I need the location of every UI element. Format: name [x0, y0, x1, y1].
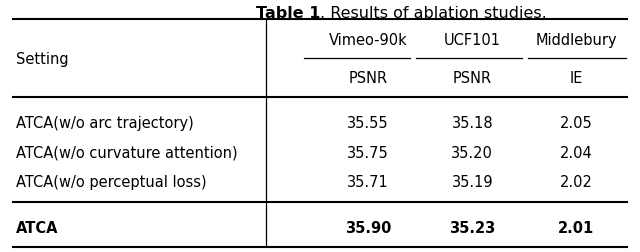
Text: ATCA(w/o arc trajectory): ATCA(w/o arc trajectory) — [16, 116, 194, 131]
Text: ATCA(w/o perceptual loss): ATCA(w/o perceptual loss) — [16, 174, 207, 190]
Text: ATCA: ATCA — [16, 220, 58, 235]
Text: Middlebury: Middlebury — [535, 33, 617, 48]
Text: IE: IE — [570, 71, 582, 86]
Text: 2.04: 2.04 — [559, 145, 593, 160]
Text: Table 1: Table 1 — [255, 6, 320, 20]
Text: 35.18: 35.18 — [451, 116, 493, 131]
Text: Vimeo-90k: Vimeo-90k — [328, 33, 408, 48]
Text: PSNR: PSNR — [348, 71, 388, 86]
Text: 35.55: 35.55 — [347, 116, 389, 131]
Text: 35.90: 35.90 — [345, 220, 391, 235]
Text: . Results of ablation studies.: . Results of ablation studies. — [320, 6, 547, 20]
Text: PSNR: PSNR — [452, 71, 492, 86]
Text: 2.05: 2.05 — [559, 116, 593, 131]
Text: 2.02: 2.02 — [559, 174, 593, 190]
Text: 35.75: 35.75 — [347, 145, 389, 160]
Text: 35.19: 35.19 — [451, 174, 493, 190]
Text: 35.23: 35.23 — [449, 220, 495, 235]
Text: UCF101: UCF101 — [444, 33, 501, 48]
Text: 35.71: 35.71 — [347, 174, 389, 190]
Text: ATCA(w/o curvature attention): ATCA(w/o curvature attention) — [16, 145, 237, 160]
Text: 35.20: 35.20 — [451, 145, 493, 160]
Text: Setting: Setting — [16, 52, 68, 67]
Text: 2.01: 2.01 — [558, 220, 594, 235]
